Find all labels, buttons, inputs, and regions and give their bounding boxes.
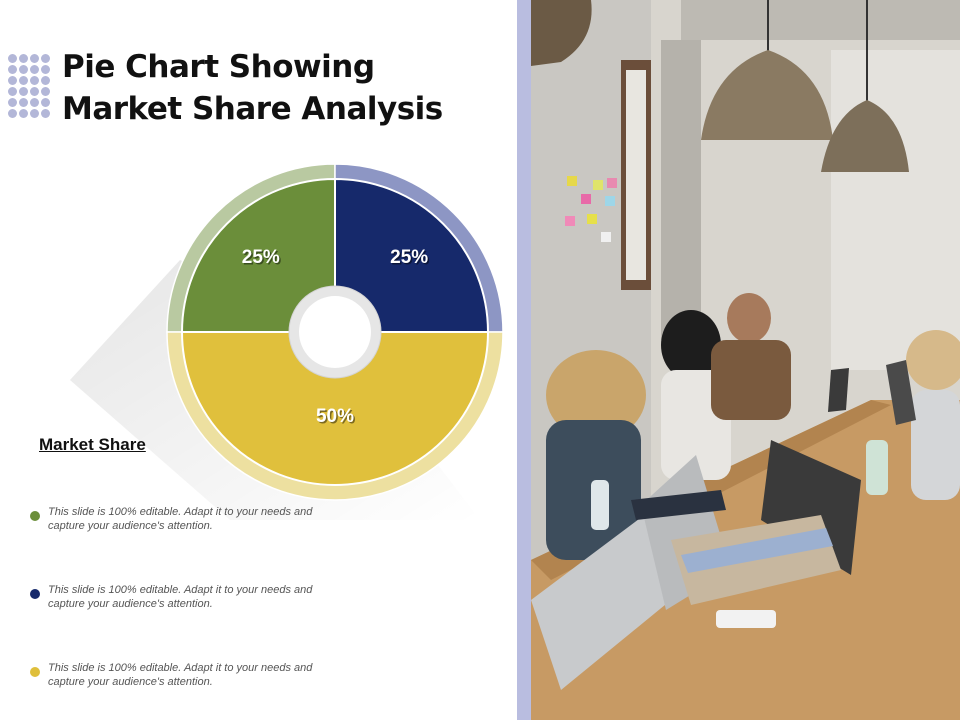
slice-green <box>180 177 336 333</box>
slide-title-line-2: Market Share Analysis <box>62 91 443 127</box>
legend-text: This slide is 100% editable. Adapt it to… <box>48 584 313 610</box>
slide-title-line-1: Pie Chart Showing <box>62 49 375 85</box>
divider-bar <box>517 0 531 720</box>
legend-dot-blue <box>30 589 40 599</box>
legend-heading: Market Share <box>39 435 146 454</box>
slice-blue-label: 25% <box>390 247 428 268</box>
slice-blue <box>334 177 490 333</box>
office-meeting-photo <box>531 0 960 720</box>
legend-dot-yellow <box>30 667 40 677</box>
legend-text: This slide is 100% editable. Adapt it to… <box>48 506 313 532</box>
slice-green-label: 25% <box>242 247 280 268</box>
donut-hole <box>299 296 371 368</box>
slice-label-shadow: 50% <box>317 408 355 429</box>
dot-grid-decoration <box>8 54 50 118</box>
slice-label-shadow: 25% <box>392 248 430 269</box>
slice-yellow <box>180 331 490 486</box>
legend-dot-green <box>30 511 40 521</box>
office-meeting-photo-illustration <box>531 0 960 720</box>
legend-text: This slide is 100% editable. Adapt it to… <box>48 662 313 688</box>
slide-title: Pie Chart Showing Market Share Analysis <box>62 46 443 130</box>
pie-chart: 25%25% 25%25%50%50% <box>70 163 504 520</box>
slice-yellow-label: 50% <box>316 406 354 427</box>
slice-label-shadow: 25% <box>243 248 281 269</box>
